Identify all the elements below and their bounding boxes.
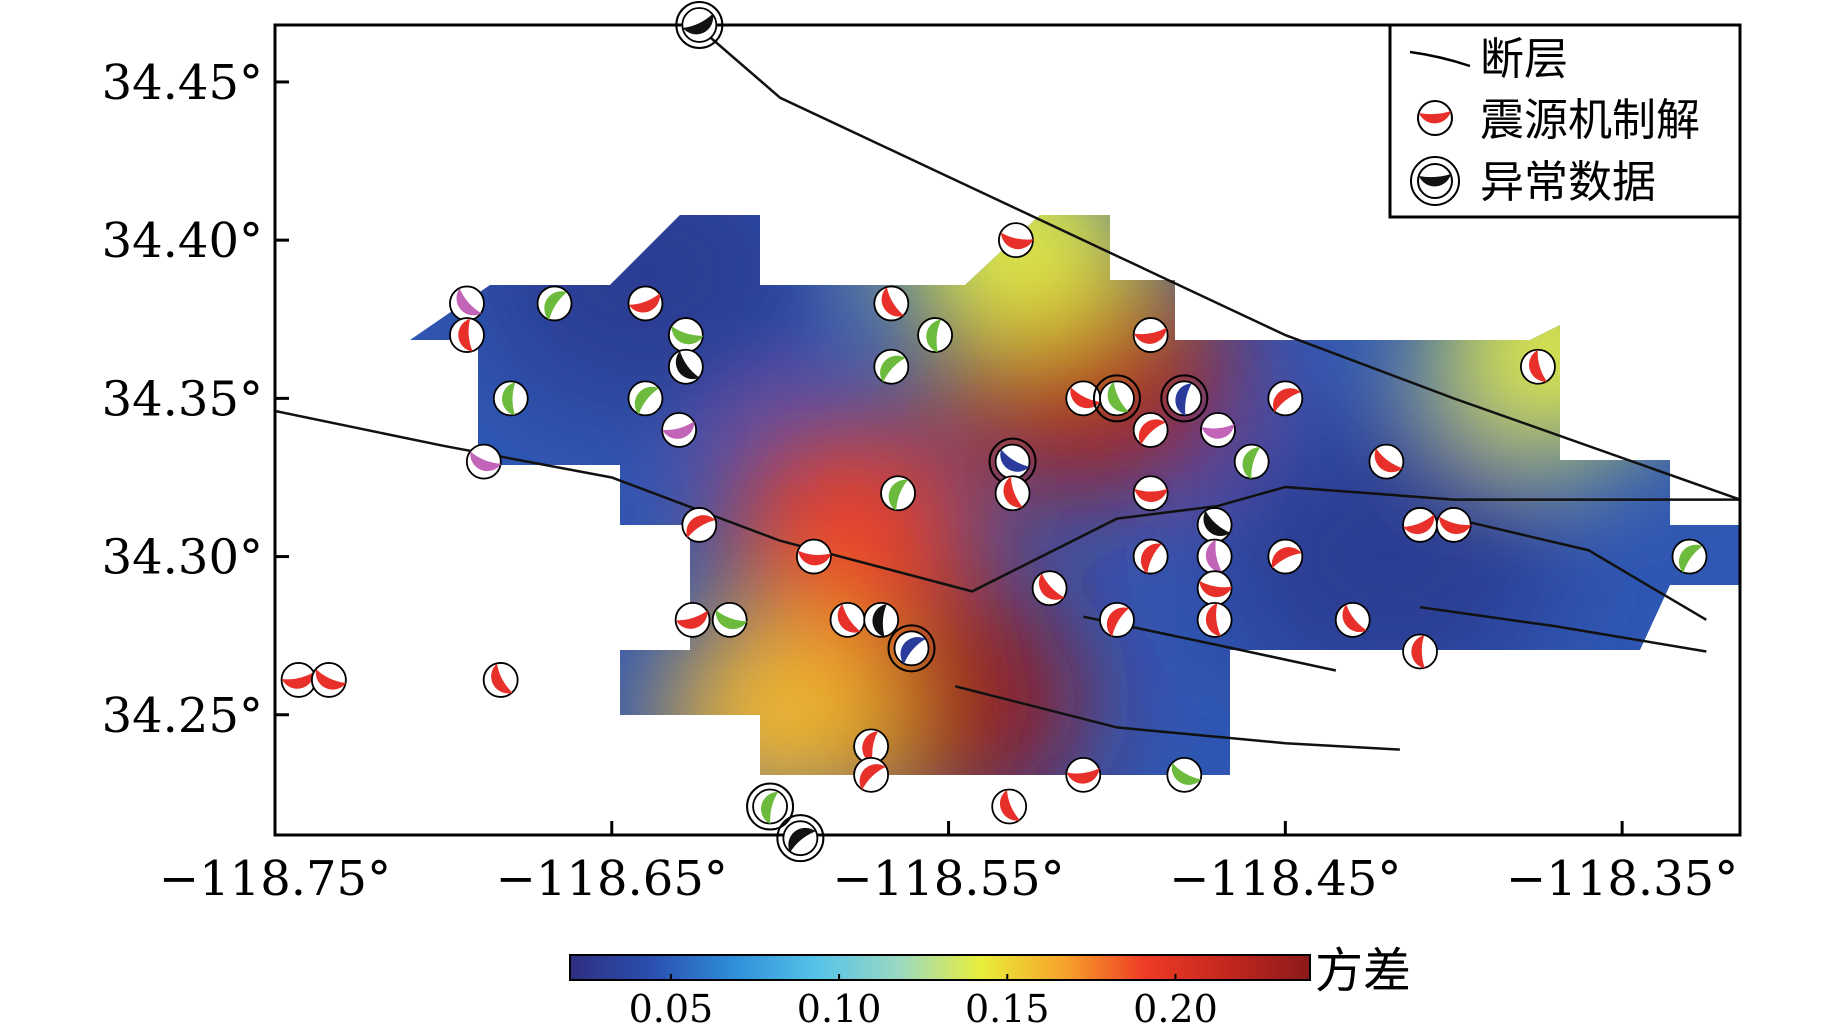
- focal-mechanism: [465, 443, 502, 480]
- focal-mechanism: [1196, 570, 1233, 607]
- y-tick-label: 34.25°: [102, 688, 263, 744]
- colorbar-tick-label: 0.15: [965, 987, 1050, 1028]
- focal-mechanism: [280, 662, 317, 698]
- focal-mechanism: [482, 662, 519, 698]
- focal-mechanism: [536, 285, 573, 322]
- y-tick-label: 34.35°: [102, 371, 263, 427]
- focal-mechanism: [863, 601, 900, 638]
- focal-mechanism: [492, 380, 529, 417]
- focal-mechanism: [1166, 756, 1203, 793]
- focal-mechanism: [994, 475, 1031, 512]
- anomaly-focal-mechanism: [887, 624, 936, 673]
- fault-line: [275, 409, 1740, 593]
- colorbar-tick-label: 0.20: [1133, 987, 1218, 1028]
- legend-anomaly-icon: [1410, 156, 1460, 206]
- focal-mechanism: [853, 756, 890, 793]
- focal-mechanism: [1267, 380, 1304, 417]
- focal-mechanism: [1435, 507, 1472, 543]
- focal-mechanism: [681, 507, 718, 543]
- y-tick-label: 34.30°: [102, 530, 263, 586]
- focal-mechanism: [873, 285, 910, 322]
- colorbar-tick-label: 0.10: [797, 987, 882, 1028]
- focal-mechanism: [661, 412, 698, 448]
- focal-mechanism: [1031, 570, 1068, 607]
- focal-mechanism: [1132, 412, 1169, 448]
- variance-hotspot: [1434, 248, 1675, 453]
- variance-hotspot: [727, 422, 968, 627]
- fault-line: [1419, 605, 1707, 653]
- colorbar-tick-label: 0.05: [629, 987, 714, 1028]
- anomaly-focal-mechanism: [675, 1, 724, 49]
- focal-mechanism: [1196, 538, 1233, 575]
- anomaly-focal-mechanism: [1160, 374, 1209, 423]
- legend: 断层 震源机制解 异常数据: [1388, 23, 1742, 219]
- colorbar: 0.05 0.10 0.15 0.20 方差: [569, 943, 1411, 1028]
- focal-mechanism: [795, 538, 832, 575]
- fault-line: [954, 685, 1400, 751]
- fault-line: [695, 25, 1740, 501]
- map-frame: [273, 23, 1742, 837]
- focal-mechanism: [674, 601, 711, 638]
- focal-mechanism: [667, 348, 704, 385]
- legend-focal-mechanism-icon: [1417, 100, 1453, 136]
- focal-mechanism: [1267, 538, 1304, 575]
- legend-fault-line-icon: [1409, 50, 1471, 68]
- x-tick-label: −118.55°: [832, 851, 1064, 907]
- focal-mechanism: [1065, 380, 1102, 417]
- focal-mechanism: [853, 728, 890, 765]
- focal-mechanism: [1402, 507, 1438, 543]
- focal-mechanism: [1132, 538, 1169, 575]
- y-tick-label: 34.40°: [102, 213, 263, 269]
- focal-mechanism: [917, 317, 953, 353]
- focal-mechanism: [1233, 443, 1270, 480]
- variance-hotspots: [475, 215, 1675, 775]
- map-axes: −118.75° −118.65° −118.55° −118.45° −118.35°…: [102, 55, 1739, 907]
- focal-mechanism: [829, 601, 866, 638]
- focal-mechanism: [627, 285, 664, 322]
- x-tick-label: −118.45°: [1169, 851, 1401, 907]
- colorbar-title: 方差: [1315, 943, 1411, 999]
- focal-mechanism: [711, 601, 748, 638]
- focal-mechanism: [998, 222, 1034, 259]
- focal-mechanism: [1520, 348, 1556, 385]
- focal-mechanism: [1334, 601, 1371, 638]
- fault-line: [1453, 517, 1707, 621]
- focal-mechanism: [449, 285, 485, 322]
- x-tick-label: −118.35°: [1506, 851, 1738, 907]
- variance-hotspot: [1216, 412, 1557, 702]
- colorbar-ticks: 0.05 0.10 0.15 0.20: [629, 974, 1218, 1028]
- anomaly-focal-mechanism: [988, 437, 1037, 486]
- variance-hotspot: [475, 215, 816, 417]
- focal-mechanism: [873, 348, 910, 385]
- focal-mechanism: [1099, 601, 1135, 638]
- legend-fault-label: 断层: [1480, 34, 1568, 85]
- focal-mechanism: [1368, 443, 1405, 480]
- focal-mechanism: [1196, 601, 1233, 638]
- focal-mechanism: [1402, 633, 1438, 670]
- focal-mechanism: [991, 788, 1028, 825]
- focal-mechanism: [1065, 756, 1102, 793]
- focal-mechanism: [449, 317, 485, 353]
- focal-mechanism: [627, 380, 664, 417]
- anomaly-focal-mechanism: [776, 814, 825, 863]
- y-tick-label: 34.45°: [102, 55, 263, 111]
- focal-mechanism: [1132, 475, 1169, 512]
- anomaly-focal-mechanism: [746, 782, 795, 831]
- focal-mechanism: [880, 475, 916, 512]
- anomaly-focal-mechanism: [1092, 374, 1141, 423]
- focal-mechanism: [1200, 412, 1236, 448]
- colorbar-gradient: [569, 954, 1311, 981]
- focal-mechanism: [1132, 317, 1169, 353]
- focal-mechanism: [1196, 507, 1233, 543]
- legend-anomaly-label: 异常数据: [1480, 157, 1656, 208]
- focal-mechanism: [1671, 538, 1708, 575]
- focal-mechanisms: [280, 1, 1708, 863]
- legend-focal-label: 震源机制解: [1480, 95, 1700, 146]
- x-tick-label: −118.65°: [496, 851, 728, 907]
- x-tick-label: −118.75°: [159, 851, 391, 907]
- focal-mechanism: [310, 662, 347, 698]
